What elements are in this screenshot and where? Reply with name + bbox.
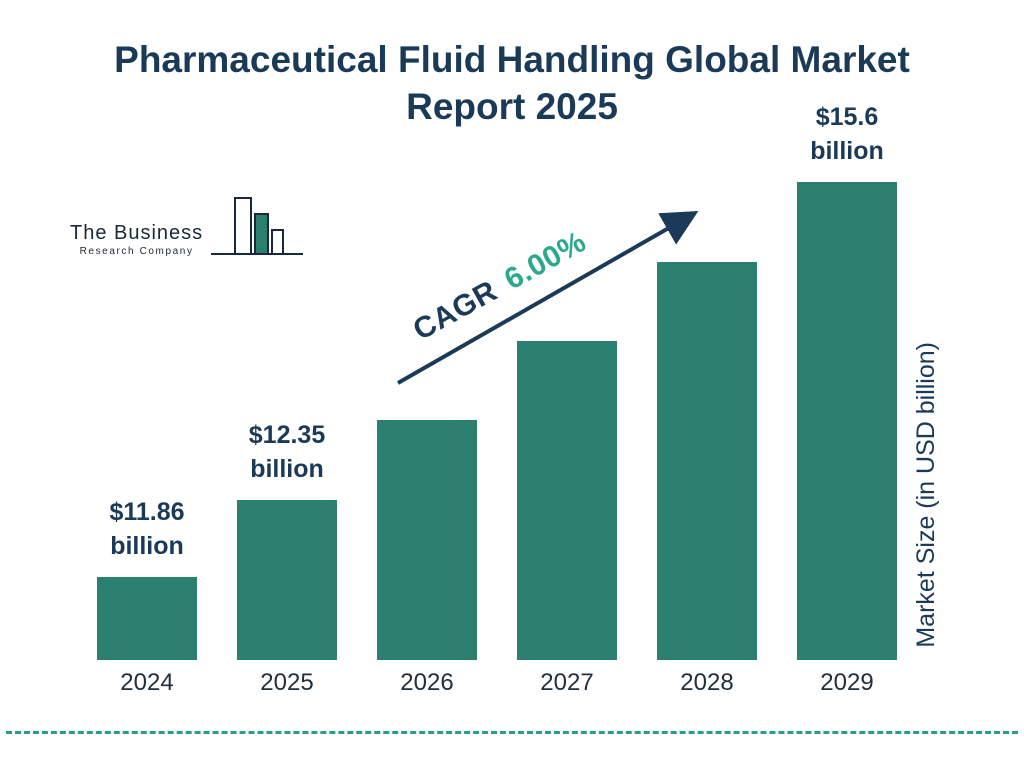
year-label-2025: 2025 [260, 669, 314, 696]
chart-title: Pharmaceutical Fluid Handling Global Mar… [52, 36, 972, 131]
bar-2029 [797, 182, 897, 660]
year-label-2029: 2029 [820, 669, 874, 696]
year-label-2028: 2028 [680, 669, 734, 696]
value-label-2025: $12.35 billion [248, 421, 326, 483]
company-logo-name: The Business [70, 222, 204, 244]
year-label-2027: 2027 [540, 669, 594, 696]
year-label-2024: 2024 [120, 669, 174, 696]
bar-column-2025: $12.35 billion 2025 [237, 100, 337, 706]
company-logo-text: The Business Research Company [70, 222, 203, 265]
company-logo: The Business Research Company [70, 196, 305, 265]
bottom-dashed-divider [6, 731, 1018, 734]
chart-title-line1: Pharmaceutical Fluid Handling Global Mar… [114, 39, 910, 80]
bar-2024 [97, 577, 197, 660]
bar-column-2027: 2027 [517, 100, 617, 706]
bar-column-2024: $11.86 billion 2024 [97, 100, 197, 706]
bar-2027 [517, 341, 617, 660]
bar-column-2029: $15.6 billion 2029 [797, 100, 897, 706]
value-label-2029: $15.6 billion [810, 103, 884, 165]
bar-chart-logo-icon [209, 196, 305, 265]
bar-2025 [237, 500, 337, 660]
bar-column-2026: 2026 [377, 100, 477, 706]
company-logo-subtitle: Research Company [79, 246, 194, 257]
value-label-2024: $11.86 billion [109, 498, 185, 560]
bars: $11.86 billion 2024 $12.35 billion 2025 2026 20… [97, 100, 897, 706]
y-axis-label: Market Size (in USD billion) [912, 342, 940, 648]
bar-2028 [657, 262, 757, 660]
bar-column-2028: 2028 [657, 100, 757, 706]
chart-title-line2: Report 2025 [406, 86, 618, 128]
year-label-2026: 2026 [400, 669, 454, 696]
bar-2026 [377, 420, 477, 660]
